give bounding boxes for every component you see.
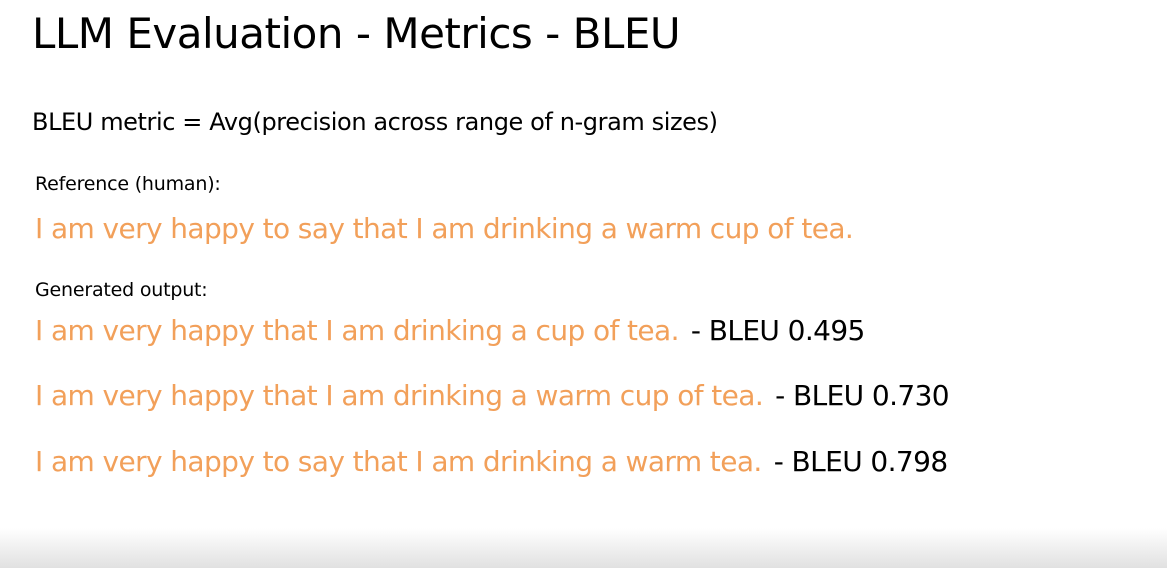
bottom-shade [0, 528, 1167, 568]
slide-title: LLM Evaluation - Metrics - BLEU [32, 9, 681, 58]
generated-text: I am very happy that I am drinking a cup… [35, 314, 680, 347]
bleu-formula: BLEU metric = Avg(precision across range… [32, 108, 718, 136]
generated-output-3: I am very happy to say that I am drinkin… [35, 443, 948, 481]
reference-sentence: I am very happy to say that I am drinkin… [35, 210, 854, 248]
generated-label: Generated output: [35, 279, 208, 301]
generated-output-1: I am very happy that I am drinking a cup… [35, 312, 865, 350]
bleu-score: - BLEU 0.730 [775, 379, 950, 412]
bleu-score: - BLEU 0.495 [690, 314, 865, 347]
reference-text: I am very happy to say that I am drinkin… [35, 212, 854, 245]
reference-label: Reference (human): [35, 173, 221, 195]
generated-text: I am very happy that I am drinking a war… [35, 379, 764, 412]
bleu-score: - BLEU 0.798 [773, 445, 948, 478]
generated-text: I am very happy to say that I am drinkin… [35, 445, 762, 478]
generated-output-2: I am very happy that I am drinking a war… [35, 377, 950, 415]
